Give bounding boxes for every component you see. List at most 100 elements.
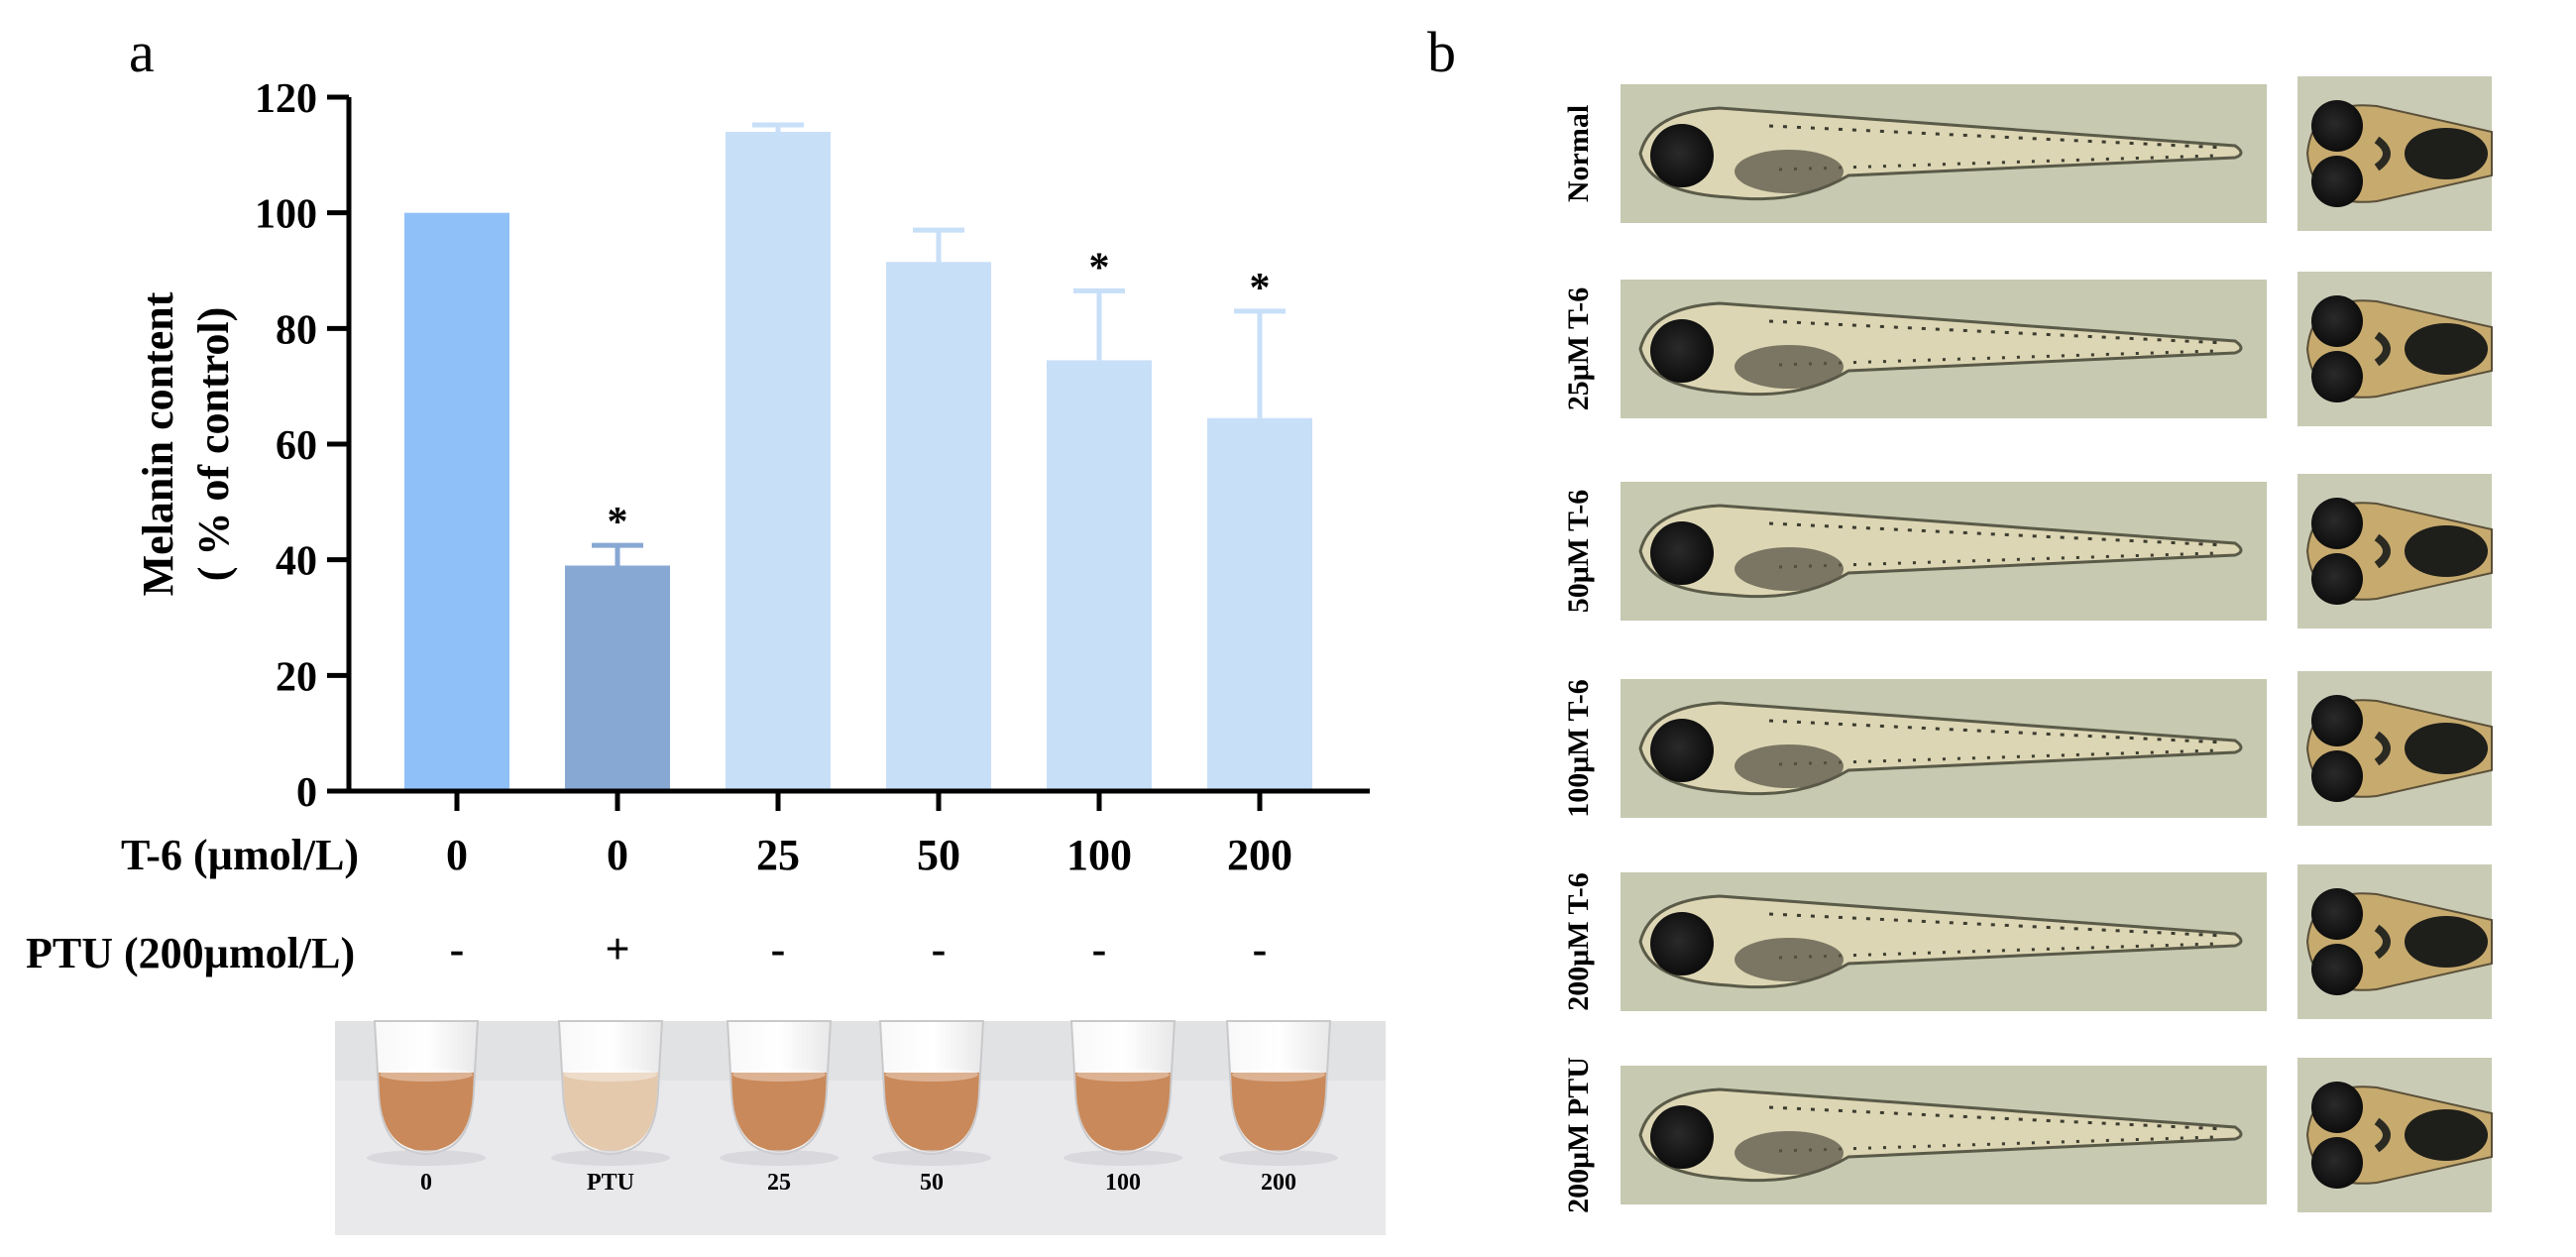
tube-liquid bbox=[1231, 1073, 1326, 1152]
dorsal-eye-left bbox=[2311, 1082, 2363, 1133]
t6-values: 0 0 25 50 100 200 bbox=[446, 831, 1292, 879]
y-tick-label: 20 bbox=[276, 654, 317, 700]
x-tick-label: 25 bbox=[756, 831, 800, 879]
y-tick-label: 100 bbox=[255, 192, 317, 238]
dorsal-pigment bbox=[2374, 924, 2391, 960]
bar bbox=[565, 565, 670, 791]
zebrafish-row-label: 50μM T-6 bbox=[1562, 490, 1595, 614]
panel-b-label: b bbox=[1427, 20, 1456, 84]
tube-liquid-surface bbox=[564, 1068, 657, 1082]
larva-yolk bbox=[1735, 547, 1844, 591]
error-bars bbox=[592, 122, 1286, 566]
ptu-row-label: PTU (200µmol/L) bbox=[26, 929, 355, 977]
tube: 25 bbox=[720, 1020, 839, 1196]
dorsal-swim-bladder bbox=[2405, 723, 2488, 774]
panel-a-label: a bbox=[129, 20, 155, 84]
tube: 200 bbox=[1219, 1020, 1338, 1196]
dorsal-eye-left bbox=[2311, 295, 2363, 347]
tube-liquid bbox=[379, 1073, 474, 1152]
dorsal-eye-right bbox=[2311, 351, 2363, 402]
dorsal-eye-left bbox=[2311, 100, 2363, 152]
dorsal-eye-left bbox=[2311, 888, 2363, 940]
ptu-value: + bbox=[605, 925, 629, 973]
tube-liquid-surface bbox=[885, 1068, 978, 1082]
tube-liquid-surface bbox=[380, 1068, 473, 1082]
x-tick-label: 50 bbox=[917, 831, 960, 879]
dorsal-eye-left bbox=[2311, 498, 2363, 549]
larva-yolk bbox=[1735, 150, 1844, 193]
dorsal-swim-bladder bbox=[2405, 1109, 2488, 1161]
dorsal-pigment bbox=[2374, 331, 2391, 367]
x-axis-ticks bbox=[454, 791, 1263, 811]
t6-row-label: T-6 (µmol/L) bbox=[121, 831, 359, 879]
zebrafish-row: 100μM T-6 bbox=[1562, 671, 2493, 826]
tube: 50 bbox=[872, 1020, 991, 1196]
tube-shadow bbox=[872, 1150, 991, 1166]
tube-liquid-surface bbox=[1076, 1068, 1170, 1082]
y-axis-title-line1: Melanin content bbox=[134, 291, 182, 596]
zebrafish-row: 50μM T-6 bbox=[1562, 474, 2493, 628]
tube-liquid bbox=[884, 1073, 979, 1152]
larva-yolk bbox=[1735, 1131, 1844, 1175]
larva-yolk bbox=[1735, 744, 1844, 788]
y-tick-label: 0 bbox=[296, 770, 317, 816]
significance-asterisk: * bbox=[608, 500, 628, 545]
ptu-value: - bbox=[1253, 925, 1268, 973]
significance-asterisk: * bbox=[1089, 245, 1110, 290]
dorsal-swim-bladder bbox=[2405, 525, 2488, 577]
bars bbox=[404, 132, 1312, 791]
larva-yolk bbox=[1735, 345, 1844, 389]
larva-eye bbox=[1650, 521, 1714, 585]
tube-liquid bbox=[731, 1073, 827, 1152]
tube-shadow bbox=[720, 1150, 839, 1166]
zebrafish-row: Normal bbox=[1562, 76, 2493, 231]
dorsal-eye-right bbox=[2311, 156, 2363, 207]
zebrafish-row: 200μM T-6 bbox=[1562, 864, 2493, 1019]
tube-liquid bbox=[563, 1073, 658, 1152]
tube: 100 bbox=[1064, 1020, 1182, 1196]
tube-label: PTU bbox=[587, 1170, 634, 1196]
dorsal-eye-right bbox=[2311, 750, 2363, 802]
larva-yolk bbox=[1735, 938, 1844, 981]
tube: 0 bbox=[367, 1020, 486, 1196]
y-tick-label: 40 bbox=[276, 539, 317, 585]
ptu-value: - bbox=[771, 925, 786, 973]
tube-label: 200 bbox=[1261, 1170, 1296, 1196]
tube-shadow bbox=[551, 1150, 670, 1166]
x-tick-label: 0 bbox=[446, 831, 468, 879]
zebrafish-row: 25μM T-6 bbox=[1562, 272, 2493, 426]
y-tick-label: 60 bbox=[276, 423, 317, 469]
melanin-bar-chart: 0 20 40 60 80 100 120 * * * Melanin content ( % … bbox=[26, 76, 1370, 977]
larva-eye bbox=[1650, 719, 1714, 782]
dorsal-eye-left bbox=[2311, 695, 2363, 746]
tube-liquid bbox=[1075, 1073, 1171, 1152]
ptu-value: - bbox=[1092, 925, 1107, 973]
tube-photo: 0 PTU 25 50 100 200 bbox=[335, 1020, 1386, 1235]
dorsal-pigment bbox=[2374, 731, 2391, 766]
tube-shadow bbox=[1219, 1150, 1338, 1166]
tube-label: 0 bbox=[420, 1170, 432, 1196]
significance-marks: * * * bbox=[608, 245, 1271, 545]
dorsal-swim-bladder bbox=[2405, 916, 2488, 968]
zebrafish-panel: Normal 25μM T-6 50μM T-6 100μM T-6 200μM T-6… bbox=[1562, 76, 2493, 1213]
dorsal-swim-bladder bbox=[2405, 128, 2488, 179]
ptu-value: - bbox=[932, 925, 947, 973]
tube-shadow bbox=[1064, 1150, 1182, 1166]
bar bbox=[404, 212, 509, 791]
y-tick-label: 80 bbox=[276, 307, 317, 353]
significance-asterisk: * bbox=[1250, 266, 1271, 311]
zebrafish-row-label: Normal bbox=[1562, 105, 1595, 202]
ptu-values: - + - - - - bbox=[450, 925, 1268, 973]
larva-eye bbox=[1650, 319, 1714, 383]
x-tick-label: 0 bbox=[607, 831, 628, 879]
bar bbox=[1047, 360, 1152, 791]
y-tick-label: 120 bbox=[255, 76, 317, 122]
bar bbox=[726, 132, 831, 791]
zebrafish-row-label: 25μM T-6 bbox=[1562, 287, 1595, 411]
tube-liquid-surface bbox=[732, 1068, 826, 1082]
bar bbox=[1207, 417, 1312, 791]
y-axis-title: Melanin content ( % of control) bbox=[134, 291, 238, 596]
y-axis-ticks: 0 20 40 60 80 100 120 bbox=[255, 76, 349, 816]
dorsal-eye-right bbox=[2311, 944, 2363, 995]
zebrafish-row-label: 100μM T-6 bbox=[1562, 679, 1595, 818]
